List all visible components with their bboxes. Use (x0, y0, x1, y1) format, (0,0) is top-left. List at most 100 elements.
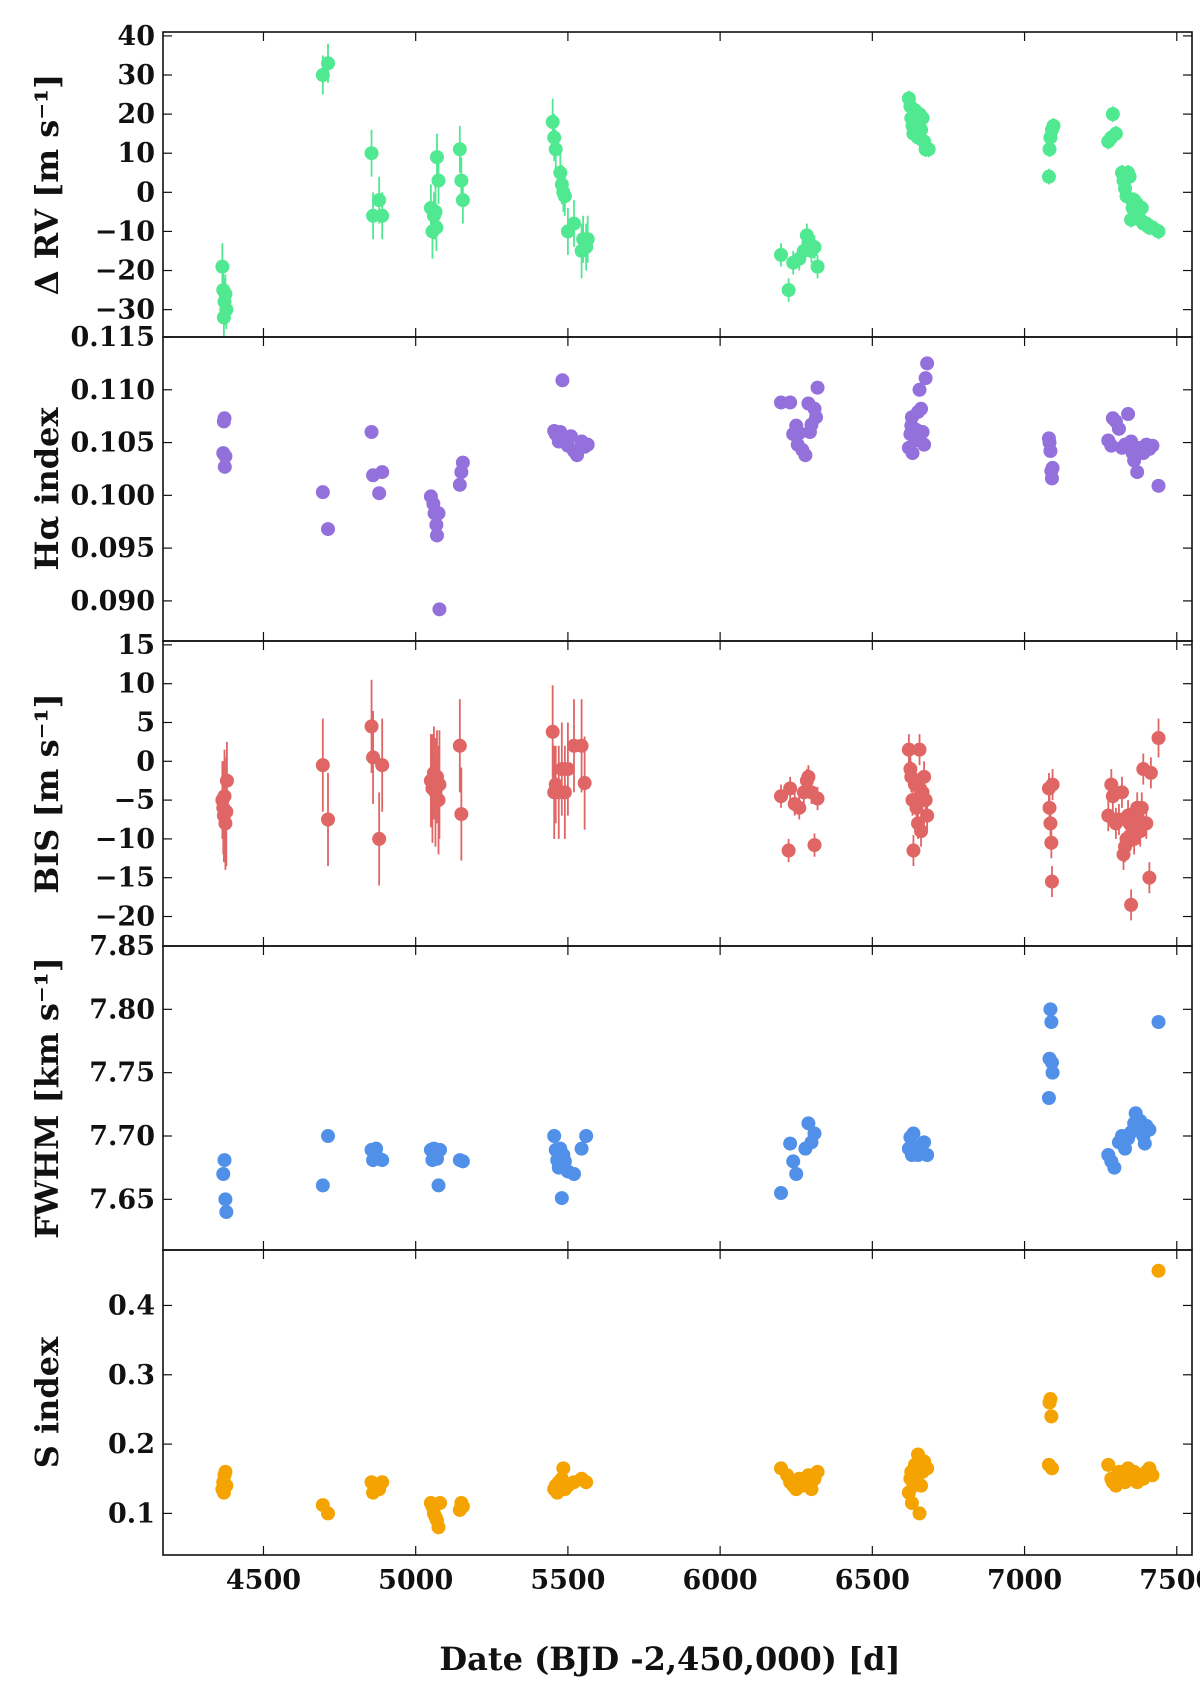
fwhm-data-point (547, 1129, 562, 1143)
halpha-data-point (809, 410, 824, 425)
fwhm-data-point (917, 1135, 932, 1150)
bis-data-point (1124, 897, 1139, 912)
fwhm-y-axis-label: FWHM [km s⁻¹] (28, 957, 66, 1239)
sindex-data-point (920, 1461, 935, 1476)
fwhm-data-point (1142, 1122, 1157, 1137)
bis-data-point (217, 789, 232, 804)
halpha-data-point (432, 602, 447, 617)
halpha-data-point (914, 401, 929, 416)
sindex-y-axis-label: S index (28, 1336, 66, 1468)
fwhm-data-point (774, 1186, 789, 1200)
bis-data-point (372, 831, 387, 846)
fwhm-data-point (1044, 1055, 1059, 1070)
rv-data-point (1122, 169, 1137, 184)
bis-data-point (1042, 800, 1057, 815)
sindex-data-point (1145, 1468, 1160, 1483)
halpha-data-point (917, 437, 932, 452)
halpha-data-point (372, 486, 387, 501)
rv-data-point (774, 247, 789, 262)
bis-data-point (219, 773, 234, 788)
fwhm-data-point (906, 1126, 921, 1141)
panel-rv: −30 −20 −10 0 10 20 30 40 Δ RV [m s⁻¹] (28, 21, 1193, 338)
bis-data-point (545, 724, 560, 739)
halpha-ytick-label: 0.115 (70, 322, 155, 353)
halpha-data-point (1145, 438, 1160, 453)
x-tick-label: 5500 (530, 1565, 605, 1596)
rv-data-point (372, 193, 387, 208)
halpha-data-point (315, 485, 330, 500)
bis-data-point (1104, 777, 1119, 792)
rv-ytick-label: −10 (95, 216, 155, 247)
sindex-panel-frame (162, 1249, 1193, 1556)
bis-data-point (1143, 765, 1158, 780)
sindex-data-point (556, 1461, 571, 1476)
rv-ytick-label: 20 (117, 99, 155, 130)
rv-data-point (219, 302, 234, 317)
rv-data-point (1046, 118, 1061, 133)
halpha-data-point (1104, 438, 1119, 453)
sindex-data-point (1044, 1461, 1059, 1476)
sindex-data-point (1044, 1409, 1059, 1424)
halpha-y-axis-label: Hα index (28, 406, 66, 570)
halpha-data-point (429, 517, 444, 532)
halpha-ytick-label: 0.095 (70, 533, 155, 564)
fwhm-data-point (574, 1141, 589, 1156)
halpha-data-point (217, 411, 232, 426)
fwhm-data-point (431, 1178, 446, 1193)
sindex-ytick-label: 0.1 (108, 1498, 155, 1529)
bis-data-point (315, 758, 330, 773)
halpha-data-point (1043, 444, 1058, 458)
sindex-data-point (579, 1475, 594, 1490)
rv-series (215, 43, 1166, 337)
halpha-data-point (810, 380, 825, 395)
rv-ytick-label: 40 (117, 21, 155, 52)
rv-y-axis-label: Δ RV [m s⁻¹] (28, 74, 66, 296)
bis-data-point (920, 808, 935, 823)
bis-data-point (364, 719, 379, 734)
bis-data-point (918, 793, 933, 808)
panel-fwhm: 7.65 7.70 7.75 7.80 7.85 FWHM [km s⁻¹] (28, 931, 1193, 1251)
bis-data-point (366, 750, 381, 765)
halpha-data-point (920, 356, 935, 371)
fwhm-data-point (1151, 1015, 1166, 1029)
halpha-data-point (431, 506, 446, 521)
halpha-data-point (580, 437, 595, 452)
sindex-ytick-label: 0.3 (108, 1360, 155, 1391)
sindex-data-point (1101, 1457, 1116, 1472)
bis-data-point (1134, 800, 1149, 815)
rv-ytick-label: 0 (136, 177, 155, 208)
rv-data-point (557, 189, 572, 204)
fwhm-data-point (455, 1154, 470, 1169)
halpha-data-point (563, 429, 578, 444)
rv-data-point (1108, 126, 1123, 141)
rv-data-point (429, 150, 444, 165)
fwhm-data-point (920, 1148, 935, 1162)
rv-data-point (548, 142, 563, 157)
halpha-data-point (1111, 421, 1126, 436)
sindex-data-point (904, 1496, 919, 1511)
sindex-data-point (455, 1499, 470, 1514)
rv-data-point (921, 142, 936, 157)
bis-ytick-label: 0 (136, 746, 155, 777)
x-tick-label: 7500 (1139, 1565, 1200, 1596)
bis-data-point (218, 816, 233, 831)
rv-data-point (545, 114, 560, 129)
halpha-data-point (783, 395, 798, 410)
fwhm-data-point (554, 1191, 569, 1206)
bis-ytick-label: −15 (95, 863, 155, 894)
halpha-data-point (452, 477, 467, 492)
fwhm-data-point (315, 1178, 330, 1193)
fwhm-ytick-label: 7.80 (89, 994, 155, 1025)
rv-data-point (431, 173, 446, 188)
fwhm-series (216, 1002, 1166, 1219)
fwhm-panel-frame (162, 945, 1193, 1251)
rv-data-point (566, 216, 581, 231)
fwhm-data-point (375, 1153, 390, 1168)
sindex-data-point (431, 1520, 446, 1535)
fwhm-data-point (218, 1192, 233, 1207)
sindex-data-point (375, 1475, 390, 1490)
fwhm-data-point (579, 1129, 594, 1143)
rv-data-point (1042, 142, 1057, 157)
halpha-data-point (798, 448, 813, 463)
